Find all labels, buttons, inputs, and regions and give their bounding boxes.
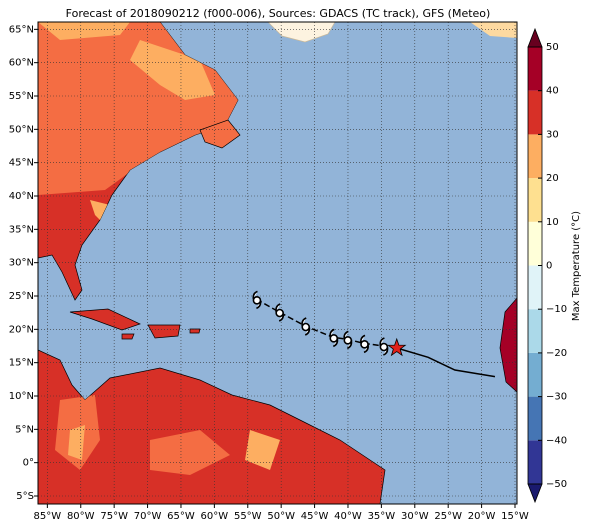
lat-tick-label: 0° (23, 458, 34, 469)
lat-tick-label: 50°N (9, 124, 34, 135)
hurricane-symbol (275, 303, 285, 322)
lon-tick-label: 85°W (34, 511, 62, 522)
cuba (69, 308, 141, 331)
lon-tick-label: 20°W (468, 511, 496, 522)
hurricane-symbol (360, 334, 369, 354)
lon-tick-label: 55°W (234, 511, 262, 522)
jamaica (121, 333, 135, 340)
lon-tick-label: 45°W (301, 511, 329, 522)
lon-tick-label: 40°W (334, 511, 362, 522)
colorbar-tick-label: −30 (546, 392, 567, 403)
lat-tick-label: 45°N (9, 158, 34, 169)
colorbar-tick-label: 40 (546, 86, 559, 97)
colorbar-segment (528, 352, 542, 397)
lat-tick-label: 30°N (9, 258, 34, 269)
colorbar-under (527, 483, 543, 504)
south-america-temperature (55, 395, 280, 475)
lon-tick-label: 30°W (401, 511, 429, 522)
map-title: Forecast of 2018090212 (f000-006), Sourc… (66, 7, 491, 20)
colorbar: −50 −40 −30 −20 −10 0 10 20 30 40 50 (527, 27, 567, 504)
lat-tick-label: 65°N (9, 24, 34, 35)
lon-tick-label: 80°W (67, 511, 95, 522)
lat-tick-label: 40°N (9, 191, 34, 202)
colorbar-segment (528, 178, 542, 222)
map-area (38, 22, 517, 504)
colorbar-tick-label: −10 (546, 304, 567, 315)
colorbar-over (527, 27, 543, 48)
hispaniola (147, 324, 181, 339)
colorbar-tick-label: 10 (546, 217, 559, 228)
hurricane-symbol (252, 290, 262, 310)
hurricane-symbol (343, 330, 353, 350)
lat-tick-label: 5°N (15, 424, 34, 435)
forecast-track (396, 347, 496, 378)
colorbar-tick-label: 0 (546, 261, 552, 272)
lon-tick-label: 75°W (100, 511, 128, 522)
hurricane-symbol (379, 337, 389, 356)
lon-tick-label: 50°W (267, 511, 295, 522)
newfoundland (199, 119, 241, 149)
colorbar-tick-label: 50 (546, 42, 559, 53)
lat-tick-label: 5°S (16, 491, 34, 502)
colorbar-segment (528, 265, 542, 310)
lon-tick-label: 25°W (434, 511, 462, 522)
axes: 85°W 80°W 75°W 70°W 65°W 60°W 55°W 50°W 45°W 40°W… (9, 24, 529, 522)
lon-tick-label: 35°W (368, 511, 396, 522)
puerto-rico (189, 328, 201, 334)
lon-tick-label: 60°W (201, 511, 229, 522)
lat-tick-label: 35°N (9, 224, 34, 235)
grid (38, 22, 517, 504)
lon-tick-label: 70°W (134, 511, 162, 522)
colorbar-tick-label: −50 (546, 479, 567, 490)
colorbar-tick-label: −20 (546, 348, 567, 359)
colorbar-segment (528, 47, 542, 91)
hurricane-symbol (301, 317, 311, 336)
colorbar-tick-label: 20 (546, 173, 559, 184)
colorbar-tick-label: −40 (546, 435, 567, 446)
lat-tick-label: 55°N (9, 91, 34, 102)
lon-tick-label: 15°W (501, 511, 529, 522)
colorbar-segment (528, 134, 542, 179)
lon-tick-label: 65°W (167, 511, 195, 522)
colorbar-segment (528, 396, 542, 441)
lat-tick-label: 25°N (9, 291, 34, 302)
lat-tick-label: 15°N (9, 358, 34, 369)
tracks (252, 290, 496, 378)
lat-tick-label: 20°N (9, 324, 34, 335)
greenland (267, 22, 336, 43)
hurricane-symbol (329, 328, 339, 348)
lat-tick-label: 60°N (9, 58, 34, 69)
colorbar-segment (528, 440, 542, 484)
colorbar-segment (528, 90, 542, 135)
current-position (387, 337, 407, 357)
lat-tick-label: 10°N (9, 391, 34, 402)
south-america (38, 349, 386, 504)
africa (499, 297, 517, 393)
colorbar-tick-label: 30 (546, 129, 559, 140)
colorbar-segment (528, 221, 542, 266)
colorbar-segment (528, 309, 542, 353)
colorbar-label: Max Temperature (°C) (571, 211, 582, 321)
